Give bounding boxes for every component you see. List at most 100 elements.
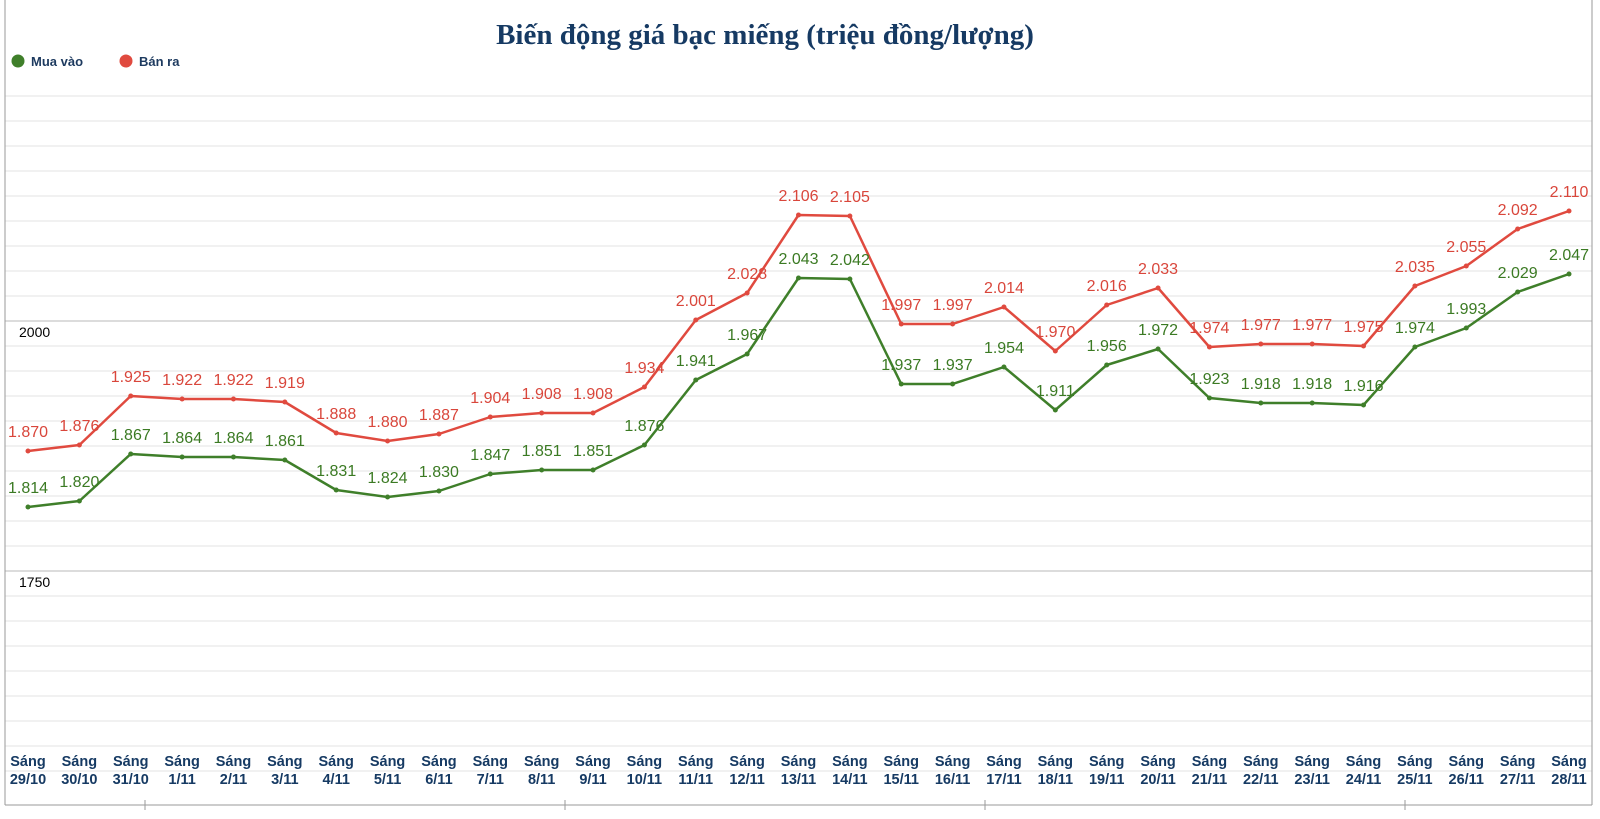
data-point	[744, 290, 750, 296]
data-point	[950, 381, 956, 387]
data-label: 2.105	[830, 189, 870, 206]
x-tick-label: Sáng 28/11	[1551, 754, 1587, 788]
data-point	[796, 212, 801, 218]
data-label: 1.918	[1241, 376, 1281, 393]
chart-title: Biến động giá bạc miếng (triệu đồng/lượn…	[496, 19, 1034, 51]
data-label: 1.993	[1446, 301, 1486, 318]
x-tick-label-line2: 23/11	[1294, 772, 1330, 788]
x-tick-label: Sáng 21/11	[1192, 754, 1228, 788]
x-tick-label-line2: 24/11	[1346, 772, 1382, 788]
data-point	[1155, 285, 1161, 291]
x-tick-label: Sáng 10/11	[627, 754, 663, 788]
x-tick-label-line2: 14/11	[832, 772, 868, 788]
data-point	[128, 451, 134, 457]
data-point	[385, 438, 391, 444]
data-label: 1.937	[881, 357, 921, 374]
data-label: 1.830	[419, 464, 459, 481]
data-label: 1.851	[573, 443, 613, 460]
x-tick-label: Sáng 16/11	[935, 754, 971, 788]
x-tick-label: Sáng 3/11	[267, 754, 302, 788]
legend-label: Mua vào	[31, 54, 83, 69]
x-tick-label-line2: 21/11	[1192, 772, 1228, 788]
x-tick-label: Sáng 9/11	[575, 754, 610, 788]
x-tick-label-line1: Sáng	[884, 754, 919, 770]
data-point	[1515, 289, 1521, 295]
data-label: 1.975	[1344, 319, 1384, 336]
legend-label: Bán ra	[139, 54, 180, 69]
data-point	[1155, 346, 1161, 352]
data-label: 2.014	[984, 280, 1024, 297]
data-point	[179, 396, 185, 402]
y-tick-label: 2000	[19, 324, 50, 340]
x-tick-label: Sáng 19/11	[1089, 754, 1125, 788]
x-tick-label-line1: Sáng	[318, 754, 353, 770]
x-tick-label-line1: Sáng	[1243, 754, 1278, 770]
x-tick-label-line2: 6/11	[425, 772, 452, 788]
x-tick-label: Sáng 18/11	[1038, 754, 1074, 788]
data-label: 1.970	[1035, 324, 1075, 341]
x-tick-label-line2: 2/11	[220, 772, 247, 788]
data-point	[539, 410, 545, 416]
x-tick-label: Sáng 27/11	[1500, 754, 1536, 788]
data-label: 1.824	[368, 470, 408, 487]
x-tick-label-line2: 17/11	[986, 772, 1022, 788]
x-tick-label-line2: 31/10	[113, 772, 149, 788]
data-label: 1.880	[368, 414, 408, 431]
x-tick-label-line2: 29/10	[10, 772, 46, 788]
data-point	[179, 454, 185, 460]
x-tick-label: Sáng 22/11	[1243, 754, 1279, 788]
data-point	[796, 275, 801, 281]
data-point	[1361, 402, 1367, 408]
data-label: 1.888	[316, 406, 356, 423]
data-label: 2.106	[778, 188, 818, 205]
data-point	[436, 431, 442, 437]
data-point	[76, 498, 82, 504]
x-tick-label-line1: Sáng	[1346, 754, 1381, 770]
data-point	[25, 504, 31, 510]
data-point	[1258, 341, 1264, 347]
data-label: 2.055	[1446, 239, 1486, 256]
data-point	[1258, 400, 1264, 406]
data-label: 1.972	[1138, 322, 1178, 339]
x-tick-label-line2: 4/11	[322, 772, 349, 788]
x-tick-label-line2: 1/11	[168, 772, 195, 788]
x-tick-label-line2: 22/11	[1243, 772, 1279, 788]
x-tick-label-line1: Sáng	[935, 754, 970, 770]
data-label: 1.974	[1395, 320, 1435, 337]
data-label: 1.916	[1344, 378, 1384, 395]
data-labels: 1.870 1.876 1.925 1.922 1.922 1.919 1.888 1.880…	[8, 184, 1589, 497]
x-tick-label-line2: 5/11	[374, 772, 401, 788]
x-tick-label-line1: Sáng	[524, 754, 559, 770]
data-label: 2.042	[830, 252, 870, 269]
legend-item-1: Mua vào	[11, 54, 83, 69]
x-tick-label-line2: 3/11	[271, 772, 298, 788]
x-tick-label-line1: Sáng	[1140, 754, 1175, 770]
data-label: 1.923	[1189, 371, 1229, 388]
data-point	[1206, 344, 1212, 350]
x-tick-label-line2: 10/11	[627, 772, 663, 788]
data-label: 1.847	[470, 447, 510, 464]
data-point	[230, 396, 236, 402]
x-tick-label-line2: 13/11	[781, 772, 817, 788]
data-label: 1.967	[727, 327, 767, 344]
data-point	[590, 467, 596, 473]
x-tick-label: Sáng 2/11	[216, 754, 251, 788]
data-label: 1.997	[881, 297, 921, 314]
x-tick-label: Sáng 17/11	[986, 754, 1022, 788]
data-point	[641, 442, 647, 448]
x-tick-label-line1: Sáng	[781, 754, 816, 770]
x-tick-label-line2: 16/11	[935, 772, 971, 788]
legend-item-2: Bán ra	[119, 54, 180, 69]
data-point	[487, 414, 493, 420]
data-point	[693, 317, 699, 323]
x-tick-label-line1: Sáng	[986, 754, 1021, 770]
data-label: 1.887	[419, 407, 459, 424]
x-tick-label-line1: Sáng	[1551, 754, 1586, 770]
data-point	[950, 321, 956, 327]
y-tick-label: 1750	[19, 574, 50, 590]
data-label: 1.954	[984, 340, 1024, 357]
data-label: 2.028	[727, 266, 767, 283]
